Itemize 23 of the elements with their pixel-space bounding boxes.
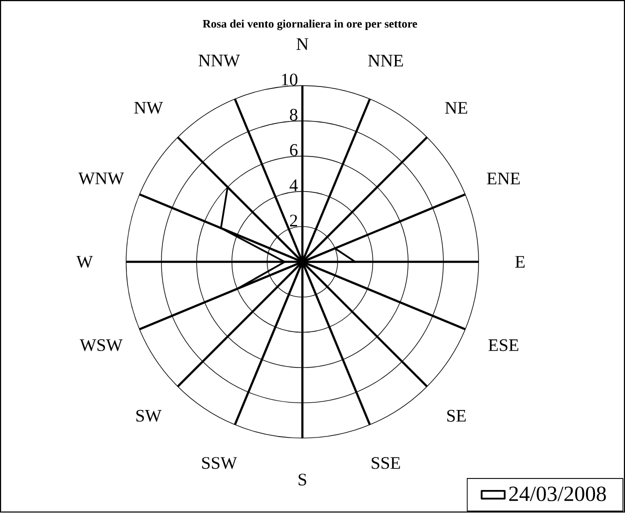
spoke-label: WSW — [80, 339, 123, 352]
spoke-label: SW — [136, 410, 162, 422]
spoke-label: SE — [447, 410, 466, 422]
spoke-label: E — [515, 256, 525, 268]
y-tick-label: 4 — [290, 180, 298, 192]
y-tick-label: 8 — [290, 109, 298, 121]
y-tick-label: 6 — [290, 144, 298, 156]
legend-label: 24/03/2008 — [509, 486, 606, 502]
spoke-label: SSW — [202, 457, 238, 470]
chart-title: Rosa dei vento giornaliera in ore per settore — [202, 20, 418, 30]
spoke-label: SSE — [372, 457, 400, 470]
y-tick-label: 2 — [290, 214, 298, 227]
spoke-label: N — [296, 38, 308, 50]
spoke-label: ENE — [487, 172, 520, 184]
spoke-label: NE — [445, 102, 468, 114]
spoke-label: W — [76, 256, 93, 268]
spoke-label: ESE — [488, 340, 518, 352]
spoke-label: NW — [134, 102, 163, 114]
spoke-label: NNW — [198, 54, 240, 67]
spoke-label: S — [298, 474, 306, 486]
spoke-label: WNW — [78, 172, 124, 185]
y-tick-label: 10 — [282, 74, 298, 86]
spoke-label: NNE — [368, 55, 403, 67]
